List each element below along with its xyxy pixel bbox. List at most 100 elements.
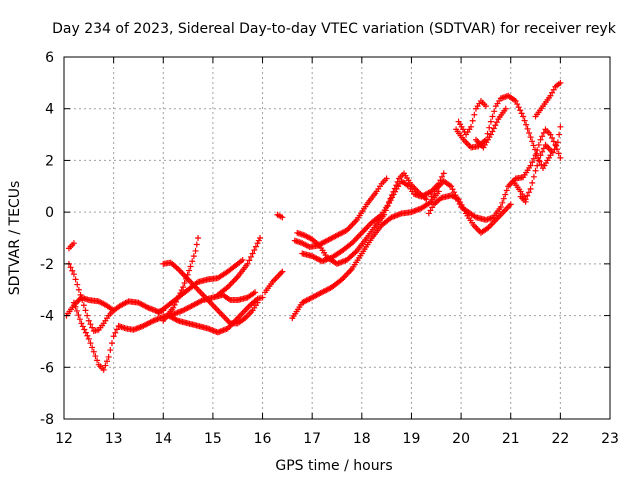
data-point — [490, 125, 497, 132]
data-point — [94, 357, 101, 364]
data-point — [190, 253, 197, 260]
x-tick-label: 18 — [353, 431, 371, 447]
x-tick-label: 13 — [105, 431, 123, 447]
data-point — [423, 196, 430, 203]
data-point — [347, 267, 354, 274]
data-point — [539, 148, 546, 155]
data-point — [381, 211, 388, 218]
data-point — [439, 173, 446, 180]
data-point — [343, 271, 350, 278]
data-point — [279, 214, 286, 221]
data-point — [70, 299, 77, 306]
data-point — [499, 199, 506, 206]
data-point — [517, 107, 524, 114]
data-point — [85, 317, 92, 324]
data-point — [449, 186, 456, 193]
data-point — [524, 192, 531, 199]
data-point — [427, 207, 434, 214]
data-point — [551, 146, 558, 153]
data-point — [244, 260, 251, 267]
data-point — [87, 340, 94, 347]
data-point — [186, 267, 193, 274]
data-point — [393, 182, 400, 189]
data-point — [72, 303, 79, 310]
data-point — [521, 117, 528, 124]
data-point — [489, 113, 496, 120]
data-point — [180, 284, 187, 291]
data-point — [349, 221, 356, 228]
data-point — [84, 312, 91, 319]
data-point — [279, 268, 286, 275]
data-point — [110, 333, 117, 340]
data-point — [387, 195, 394, 202]
data-point — [363, 225, 370, 232]
data-point — [346, 268, 353, 275]
data-point — [491, 108, 498, 115]
data-point — [487, 131, 494, 138]
y-tick-label: -2 — [40, 257, 54, 273]
data-point — [102, 362, 109, 369]
y-tick-label: -4 — [40, 309, 54, 325]
data-point — [549, 89, 556, 96]
x-tick-label: 17 — [303, 431, 321, 447]
data-point — [500, 195, 507, 202]
data-point — [384, 203, 391, 210]
data-point — [189, 258, 196, 265]
data-point — [192, 247, 199, 254]
data-point — [72, 276, 79, 283]
data-point — [78, 320, 85, 327]
data-point — [89, 344, 96, 351]
data-point — [527, 185, 534, 192]
data-point — [524, 125, 531, 132]
data-point — [503, 187, 510, 194]
data-point — [76, 316, 83, 323]
data-point — [251, 247, 258, 254]
data-point — [471, 111, 478, 118]
plot-frame — [63, 56, 611, 420]
data-point — [80, 302, 87, 309]
data-point — [229, 279, 236, 286]
data-point — [344, 270, 351, 277]
data-point — [425, 210, 432, 217]
data-point — [515, 104, 522, 111]
data-point — [532, 167, 539, 174]
data-point — [358, 229, 365, 236]
x-tick-label: 20 — [452, 431, 470, 447]
data-point — [383, 175, 390, 182]
data-point — [355, 232, 362, 239]
data-point — [361, 226, 368, 233]
data-point — [532, 146, 539, 153]
data-point — [533, 150, 540, 157]
x-tick-label: 16 — [254, 431, 272, 447]
data-point — [112, 329, 119, 336]
data-point — [85, 335, 92, 342]
data-point — [553, 142, 560, 149]
data-point — [352, 218, 359, 225]
data-point — [538, 161, 545, 168]
data-point — [77, 291, 84, 298]
data-point — [530, 155, 537, 162]
data-point — [104, 358, 111, 365]
y-tick-label: 0 — [45, 205, 54, 221]
data-point — [110, 307, 117, 314]
data-point — [73, 307, 80, 314]
data-point — [233, 275, 240, 282]
data-point — [364, 223, 371, 230]
data-point — [555, 150, 562, 157]
x-axis-ticks: 12 13 14 15 16 17 18 19 20 21 22 23 — [55, 57, 619, 447]
data-point — [382, 207, 389, 214]
data-point — [239, 256, 246, 263]
data-point — [502, 191, 509, 198]
x-tick-label: 22 — [551, 431, 569, 447]
data-point — [87, 321, 94, 328]
data-point — [84, 332, 91, 339]
data-point — [526, 130, 533, 137]
data-point — [514, 101, 521, 108]
data-point — [341, 273, 348, 280]
data-point — [535, 157, 542, 164]
data-point — [257, 235, 264, 241]
data-point — [386, 198, 393, 205]
data-point — [556, 131, 563, 138]
data-point — [227, 281, 234, 288]
